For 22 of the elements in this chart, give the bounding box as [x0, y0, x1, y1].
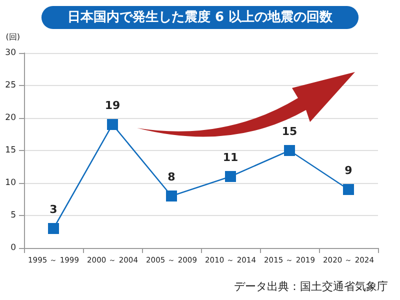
- point: [343, 184, 354, 195]
- data-label: 15: [282, 125, 298, 138]
- point: [107, 119, 118, 130]
- y-axis-title: (回): [6, 32, 20, 42]
- text: データ出典：国土交通省気象庁: [234, 280, 388, 293]
- y-tick-label: 30: [5, 48, 16, 58]
- data-label: 8: [168, 170, 176, 184]
- data-label: 19: [104, 99, 120, 112]
- point: [48, 223, 59, 234]
- point: [166, 190, 177, 202]
- point: [225, 171, 236, 182]
- point: [284, 145, 295, 156]
- y-tick-label: 15: [5, 146, 16, 156]
- y-tick-label: 0: [10, 243, 16, 253]
- data-label: 11: [222, 151, 238, 164]
- chart-title: 日本国内で発生した震度 6 以上の地震の回数: [67, 9, 334, 25]
- y-tick-label: 5: [10, 210, 16, 220]
- y-tick-label: 25: [5, 80, 16, 90]
- data-label: 9: [344, 164, 352, 177]
- y-tick-label: 20: [5, 113, 16, 123]
- data-label: 3: [50, 203, 58, 216]
- y-tick-label: 10: [5, 178, 16, 188]
